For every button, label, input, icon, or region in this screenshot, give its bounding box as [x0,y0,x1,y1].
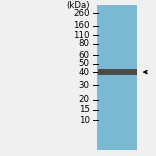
Text: 160: 160 [73,21,90,30]
Text: 10: 10 [79,116,90,125]
Text: 30: 30 [79,80,90,90]
Text: 60: 60 [79,51,90,60]
Text: (kDa): (kDa) [66,1,90,10]
Text: 15: 15 [79,105,90,114]
Bar [97,5,137,150]
Text: 50: 50 [79,59,90,68]
Text: 260: 260 [73,9,90,18]
Text: 80: 80 [79,39,90,48]
Text: 40: 40 [79,68,90,77]
Text: 110: 110 [73,31,90,40]
Bar [98,69,136,75]
Text: 20: 20 [79,95,90,104]
